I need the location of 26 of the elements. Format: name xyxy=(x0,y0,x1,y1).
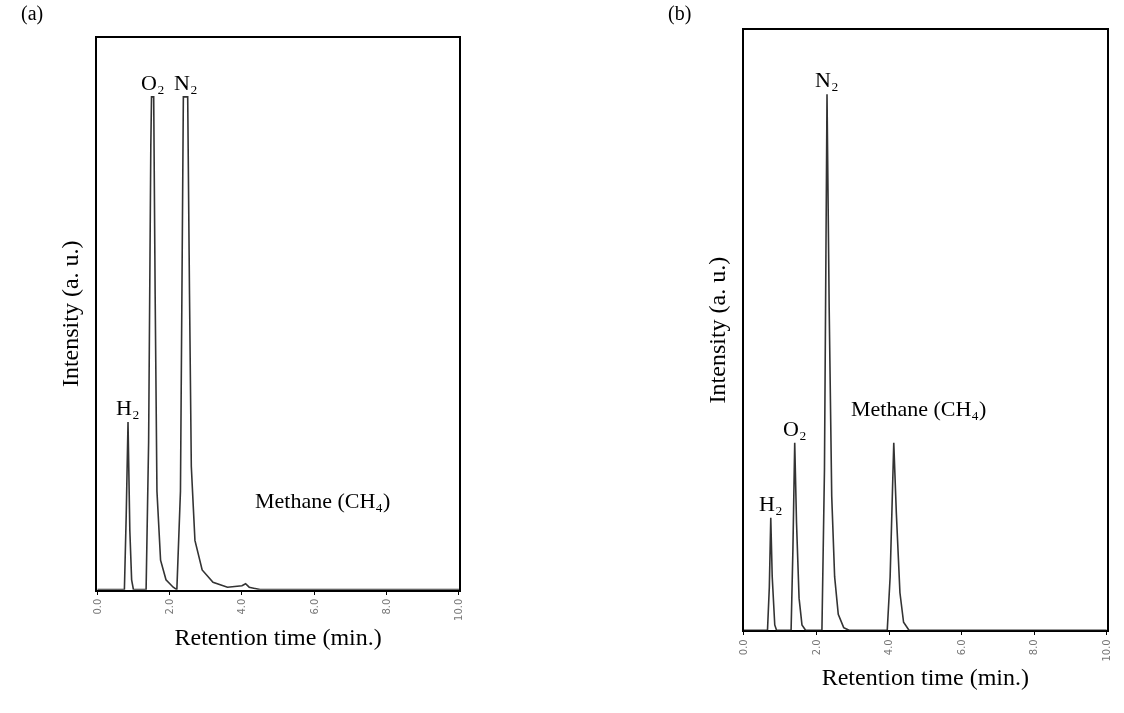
x-tick-label: 6.0 xyxy=(308,598,320,615)
x-axis-title: Retention time (min.) xyxy=(821,664,1029,691)
x-tick-label: 10.0 xyxy=(1101,639,1113,662)
chart-title: (b) xyxy=(668,2,692,25)
x-tick-label: 2.0 xyxy=(810,639,822,656)
x-tick-label: 10.0 xyxy=(453,598,465,621)
x-tick-label: 8.0 xyxy=(1028,639,1040,656)
annotation: O₂ xyxy=(141,70,165,95)
x-tick-label: 6.0 xyxy=(955,639,967,656)
x-tick-label: 4.0 xyxy=(236,598,248,615)
chart-title: (a) xyxy=(21,2,44,25)
x-tick-label: 2.0 xyxy=(163,598,175,615)
annotation: Methane (CH₄) xyxy=(851,396,987,421)
annotation: N₂ xyxy=(815,67,839,92)
annotation: N₂ xyxy=(174,70,198,95)
x-tick-label: 8.0 xyxy=(380,598,392,615)
annotation: O₂ xyxy=(783,416,807,441)
y-axis-title: Intensity (a. u.) xyxy=(56,240,83,388)
annotation: H₂ xyxy=(759,491,783,516)
annotation: Methane (CH₄) xyxy=(255,488,391,513)
x-axis-title: Retention time (min.) xyxy=(174,623,382,650)
x-tick-label: 0.0 xyxy=(738,639,750,656)
y-axis-title: Intensity (a. u.) xyxy=(703,256,730,404)
annotation: H₂ xyxy=(116,395,140,420)
x-tick-label: 4.0 xyxy=(883,639,895,656)
x-tick-label: 0.0 xyxy=(91,598,103,615)
